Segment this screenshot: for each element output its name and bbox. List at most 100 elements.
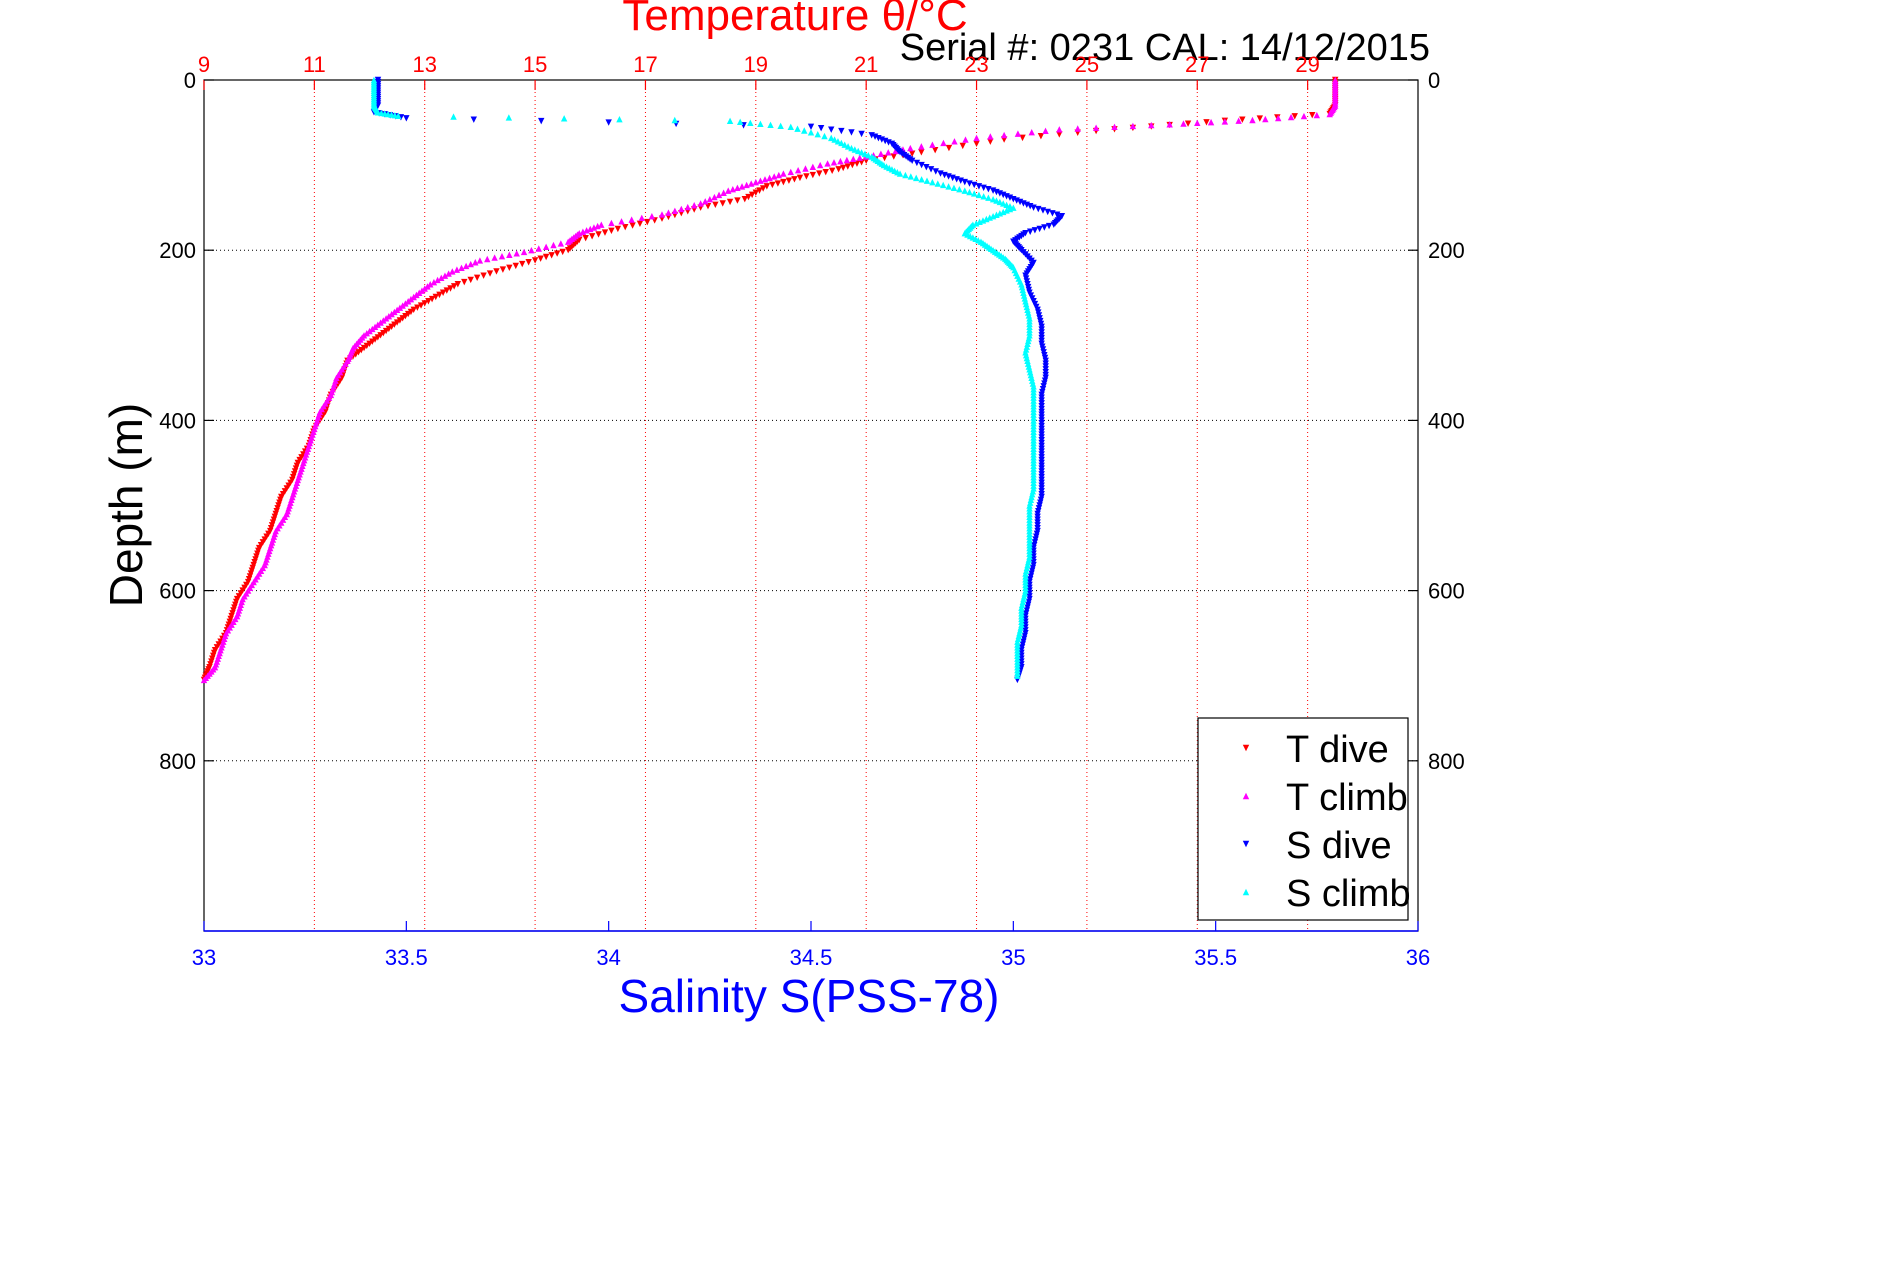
data-point-t-dive xyxy=(425,298,432,305)
data-point-s-climb xyxy=(726,117,734,125)
data-point-t-dive xyxy=(780,178,787,186)
data-point-t-dive xyxy=(450,283,458,290)
series-s-climb xyxy=(370,76,1037,679)
data-point-s-dive xyxy=(913,159,921,167)
data-point-t-climb xyxy=(757,177,764,184)
data-point-t-climb xyxy=(918,143,925,150)
data-point-t-climb xyxy=(729,186,737,193)
data-point-s-climb xyxy=(671,116,678,124)
data-point-s-climb xyxy=(902,171,909,179)
data-point-t-climb xyxy=(590,224,598,231)
axis-ticks: 9 11 13 15 17 19 21 23 25 27 29 0 0 200 200 400 400 600 60… xyxy=(159,52,1464,970)
data-point-t-dive xyxy=(537,255,544,262)
data-point-t-climb xyxy=(472,259,479,266)
data-point-t-climb xyxy=(594,222,601,230)
data-point-t-dive xyxy=(380,329,387,337)
data-point-t-dive xyxy=(763,183,771,190)
data-point-t-climb xyxy=(951,138,958,145)
data-point-t-climb xyxy=(449,268,456,275)
data-point-t-climb xyxy=(738,183,746,190)
data-point-t-climb xyxy=(809,163,817,171)
data-point-s-climb xyxy=(918,176,925,183)
data-point-t-dive xyxy=(382,327,390,335)
data-point-t-climb xyxy=(1275,114,1282,122)
data-point-t-climb xyxy=(1074,125,1081,132)
data-point-t-dive xyxy=(629,222,636,229)
data-point-t-climb xyxy=(907,144,914,152)
data-point-s-climb xyxy=(950,184,958,191)
data-point-s-dive xyxy=(1045,222,1053,230)
data-point-t-climb xyxy=(618,218,625,225)
series-s-dive xyxy=(370,76,1066,684)
data-point-t-dive xyxy=(1037,132,1045,140)
data-point-t-dive xyxy=(1309,111,1316,119)
data-point-t-dive xyxy=(595,231,602,238)
data-point-s-dive xyxy=(980,184,987,191)
data-point-t-dive xyxy=(704,203,712,210)
data-point-s-climb xyxy=(980,193,987,200)
data-point-t-dive xyxy=(358,346,365,354)
data-point-t-dive xyxy=(493,268,500,275)
data-point-t-climb xyxy=(671,207,679,214)
data-point-s-dive xyxy=(1053,211,1061,218)
data-point-t-climb xyxy=(628,216,635,223)
data-point-t-climb xyxy=(1129,122,1137,130)
data-point-s-dive xyxy=(1041,224,1048,231)
data-point-s-climb xyxy=(865,151,872,159)
data-point-t-dive xyxy=(712,201,719,209)
data-point-s-climb xyxy=(923,177,931,184)
data-point-t-dive xyxy=(432,293,439,301)
legend-label: S dive xyxy=(1286,825,1392,867)
data-point-s-climb xyxy=(801,127,808,134)
data-point-t-climb xyxy=(434,276,441,284)
data-point-t-climb xyxy=(856,154,863,161)
data-point-t-climb xyxy=(1207,118,1215,126)
data-point-t-dive xyxy=(601,229,609,236)
data-point-t-climb xyxy=(1056,126,1063,133)
data-point-t-climb xyxy=(542,243,550,250)
data-point-s-climb xyxy=(961,187,968,194)
data-point-t-dive xyxy=(987,138,994,145)
temperature-tick-label: 23 xyxy=(964,52,988,77)
data-point-t-dive xyxy=(741,195,748,203)
data-point-s-climb xyxy=(505,114,513,121)
data-point-t-dive xyxy=(499,266,507,273)
data-point-t-climb xyxy=(587,225,594,233)
data-point-s-dive xyxy=(858,130,865,138)
data-point-t-dive xyxy=(828,167,836,174)
salinity-tick-label: 33 xyxy=(192,945,216,970)
data-point-t-dive xyxy=(443,287,450,294)
data-point-t-climb xyxy=(771,173,778,180)
data-point-s-climb xyxy=(993,197,1000,204)
data-point-s-climb xyxy=(831,136,838,143)
data-point-s-dive xyxy=(1049,210,1056,217)
data-point-t-dive xyxy=(636,220,644,228)
data-point-s-climb xyxy=(996,198,1004,206)
data-point-t-climb xyxy=(837,157,844,165)
data-point-t-climb xyxy=(734,184,741,191)
data-point-t-climb xyxy=(1014,130,1022,137)
y-axis-label: Depth (m) xyxy=(100,403,152,607)
data-point-t-climb xyxy=(598,221,605,228)
data-point-s-climb xyxy=(1014,672,1021,679)
serial-cal-label: Serial #: 0231 CAL: 14/12/2015 xyxy=(900,27,1430,69)
data-point-s-climb xyxy=(985,194,992,201)
data-point-s-climb xyxy=(736,118,744,126)
data-point-t-dive xyxy=(439,289,447,296)
data-point-s-climb xyxy=(945,183,952,190)
data-point-t-climb xyxy=(1221,118,1229,125)
data-point-t-dive xyxy=(374,334,382,341)
data-point-t-climb xyxy=(690,202,698,209)
data-point-t-climb xyxy=(535,245,542,252)
data-point-t-dive xyxy=(428,295,436,303)
data-point-t-climb xyxy=(438,274,445,282)
data-point-s-dive xyxy=(470,116,477,123)
data-point-t-dive xyxy=(748,191,756,199)
data-point-t-climb xyxy=(648,212,656,220)
data-point-t-dive xyxy=(1056,131,1063,138)
temperature-tick-label: 13 xyxy=(412,52,436,77)
data-point-t-dive xyxy=(548,252,555,259)
data-point-s-climb xyxy=(1003,207,1010,214)
data-point-t-climb xyxy=(702,198,709,205)
data-point-t-dive xyxy=(355,349,362,356)
